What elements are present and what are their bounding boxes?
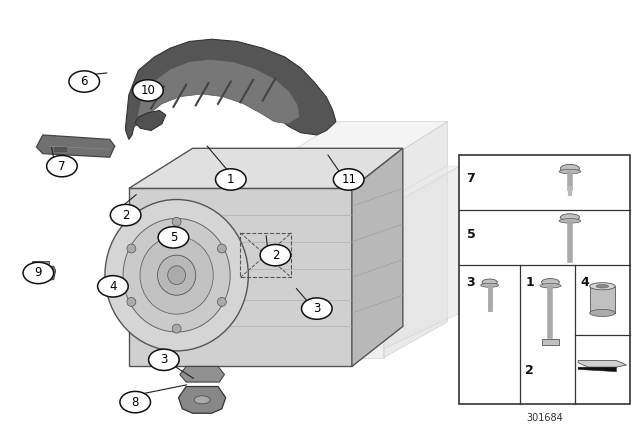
Ellipse shape bbox=[168, 266, 186, 284]
Ellipse shape bbox=[559, 219, 580, 223]
Text: 1: 1 bbox=[227, 173, 234, 186]
Polygon shape bbox=[275, 162, 384, 358]
Polygon shape bbox=[36, 135, 115, 157]
Ellipse shape bbox=[481, 283, 499, 287]
Bar bbox=[459, 155, 630, 404]
Circle shape bbox=[98, 276, 128, 297]
Ellipse shape bbox=[596, 284, 609, 288]
Ellipse shape bbox=[218, 297, 227, 306]
Polygon shape bbox=[179, 387, 226, 413]
Circle shape bbox=[333, 169, 364, 190]
Ellipse shape bbox=[482, 279, 497, 285]
Polygon shape bbox=[135, 59, 300, 126]
Ellipse shape bbox=[140, 236, 213, 314]
Text: 8: 8 bbox=[131, 396, 139, 409]
Circle shape bbox=[148, 349, 179, 370]
Ellipse shape bbox=[540, 284, 561, 288]
Text: 5: 5 bbox=[170, 231, 177, 244]
Text: 9: 9 bbox=[35, 267, 42, 280]
Polygon shape bbox=[26, 266, 56, 280]
Text: 7: 7 bbox=[58, 159, 66, 172]
Text: 2: 2 bbox=[271, 249, 279, 262]
Polygon shape bbox=[32, 260, 49, 266]
Polygon shape bbox=[384, 166, 460, 349]
Ellipse shape bbox=[127, 244, 136, 253]
Text: 3: 3 bbox=[313, 302, 321, 315]
Circle shape bbox=[69, 71, 100, 92]
Circle shape bbox=[132, 80, 163, 101]
Bar bbox=[54, 147, 67, 151]
Ellipse shape bbox=[541, 279, 559, 286]
Polygon shape bbox=[275, 121, 447, 162]
Ellipse shape bbox=[589, 310, 615, 317]
Polygon shape bbox=[578, 361, 627, 367]
Ellipse shape bbox=[194, 396, 210, 404]
Circle shape bbox=[47, 155, 77, 177]
Polygon shape bbox=[352, 148, 403, 366]
Ellipse shape bbox=[172, 324, 181, 333]
Polygon shape bbox=[384, 121, 447, 358]
Circle shape bbox=[23, 262, 54, 284]
Text: 3: 3 bbox=[467, 276, 475, 289]
Text: 5: 5 bbox=[467, 228, 476, 241]
Text: 2: 2 bbox=[122, 209, 129, 222]
Polygon shape bbox=[125, 39, 336, 139]
Polygon shape bbox=[578, 367, 616, 372]
Text: 11: 11 bbox=[341, 173, 356, 186]
Text: 1: 1 bbox=[525, 276, 534, 289]
Circle shape bbox=[158, 227, 189, 248]
Ellipse shape bbox=[172, 217, 181, 226]
Circle shape bbox=[260, 245, 291, 266]
Text: 301684: 301684 bbox=[526, 413, 563, 422]
Ellipse shape bbox=[561, 214, 579, 221]
Polygon shape bbox=[180, 366, 225, 382]
Ellipse shape bbox=[218, 244, 227, 253]
Circle shape bbox=[301, 298, 332, 319]
Polygon shape bbox=[129, 148, 403, 188]
Text: 6: 6 bbox=[81, 75, 88, 88]
Polygon shape bbox=[129, 188, 352, 366]
Circle shape bbox=[216, 169, 246, 190]
Circle shape bbox=[110, 204, 141, 226]
Ellipse shape bbox=[123, 219, 230, 332]
Ellipse shape bbox=[105, 199, 248, 351]
Bar bbox=[589, 286, 615, 313]
Ellipse shape bbox=[157, 255, 196, 295]
Text: 2: 2 bbox=[525, 364, 534, 377]
Ellipse shape bbox=[561, 164, 579, 172]
Polygon shape bbox=[135, 111, 166, 130]
Bar bbox=[541, 339, 559, 345]
Text: 3: 3 bbox=[160, 353, 168, 366]
Ellipse shape bbox=[127, 297, 136, 306]
Text: 4: 4 bbox=[109, 280, 116, 293]
Ellipse shape bbox=[589, 283, 615, 290]
Text: 4: 4 bbox=[580, 276, 589, 289]
Text: 7: 7 bbox=[467, 172, 476, 185]
Text: 10: 10 bbox=[141, 84, 156, 97]
Circle shape bbox=[120, 392, 150, 413]
Polygon shape bbox=[384, 166, 460, 202]
Ellipse shape bbox=[559, 169, 580, 174]
